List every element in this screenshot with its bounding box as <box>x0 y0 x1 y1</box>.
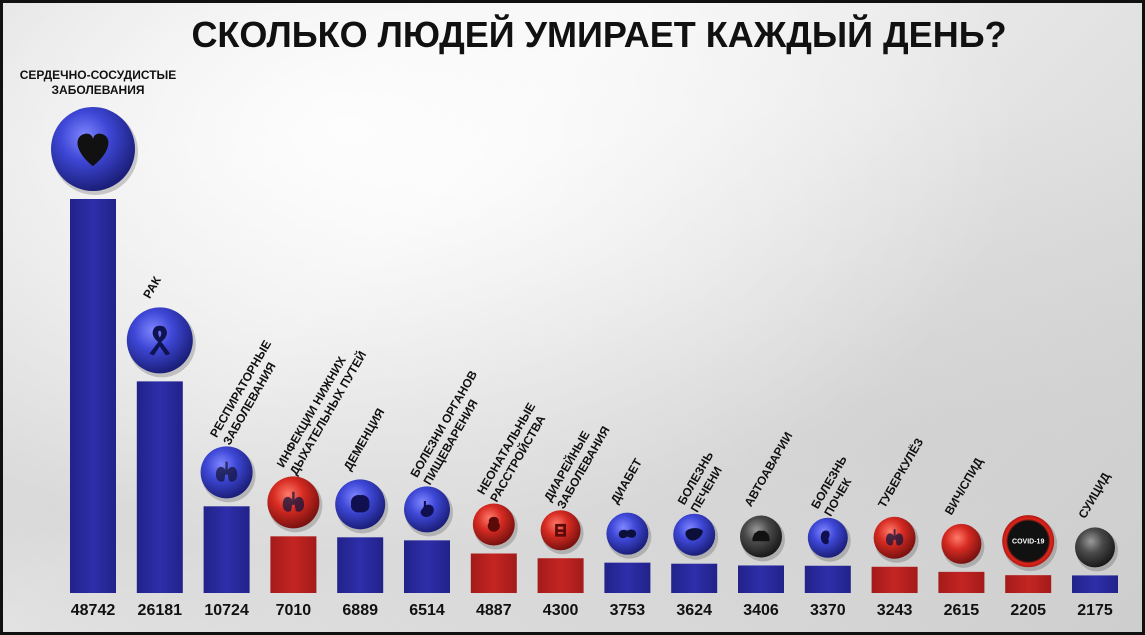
person-icon <box>1075 527 1118 572</box>
value-labels-group: 48742 26181 10724 7010 6889 6514 4887 4300 3753 3… <box>71 602 1113 619</box>
value-label-4: 6889 <box>342 602 378 619</box>
car-icon <box>740 515 785 562</box>
baby-icon <box>472 503 518 550</box>
category-label-12: ТУБЕРКУЛЁЗ <box>874 435 926 510</box>
stomach-icon <box>404 486 453 537</box>
value-label-12: 3243 <box>877 602 913 619</box>
bar-14 <box>1005 575 1052 593</box>
value-label-11: 3370 <box>810 602 846 619</box>
category-label-0: СЕРДЕЧНО-СОСУДИСТЫЕ ЗАБОЛЕВАНИЯ <box>20 68 177 97</box>
lungs-icon <box>873 516 919 563</box>
category-labels-group: СЕРДЕЧНО-СОСУДИСТЫЕ ЗАБОЛЕВАНИЯ РАК РЕСПИРА… <box>20 68 1113 521</box>
value-label-6: 4887 <box>476 602 512 619</box>
bar-0 <box>70 199 116 593</box>
lungs-icon <box>200 446 256 503</box>
value-label-14: 2205 <box>1010 602 1046 619</box>
bar-10 <box>738 565 784 593</box>
bar-15 <box>1072 575 1118 593</box>
category-label-9: БОЛЕЗНЬПЕЧЕНИ <box>675 449 730 515</box>
chart-canvas: СКОЛЬКО ЛЮДЕЙ УМИРАЕТ КАЖДЫЙ ДЕНЬ? COVID… <box>20 13 1118 619</box>
value-label-7: 4300 <box>543 602 579 619</box>
value-label-5: 6514 <box>409 602 445 619</box>
bar-12 <box>871 566 918 593</box>
covid-icon: COVID-19 <box>1002 515 1058 572</box>
category-label-2: РЕСПИРАТОРНЫЕЗАБОЛЕВАНИЯ <box>207 338 287 448</box>
chart-title: СКОЛЬКО ЛЮДЕЙ УМИРАЕТ КАЖДЫЙ ДЕНЬ? <box>191 13 1006 55</box>
kidney-icon <box>807 517 851 562</box>
bar-5 <box>404 540 450 593</box>
icons-group: COVID-19 <box>51 107 1118 572</box>
category-label-8: ДИАБЕТ <box>608 455 645 506</box>
bar-13 <box>938 571 985 593</box>
bar-6 <box>470 553 517 593</box>
bar-7 <box>537 558 584 593</box>
bar-4 <box>337 537 384 593</box>
ribbon-icon <box>126 307 196 378</box>
value-label-10: 3406 <box>743 602 779 619</box>
pancreas-icon <box>606 512 652 559</box>
virus-icon <box>941 523 985 568</box>
covid-icon-label: COVID-19 <box>1012 539 1044 546</box>
bar-8 <box>604 562 651 593</box>
heart-icon <box>51 107 138 195</box>
category-label-13: ВИЧ/СПИД <box>942 455 986 517</box>
bar-3 <box>270 536 317 593</box>
category-label-15: СУИЦИД <box>1075 470 1113 521</box>
value-label-1: 26181 <box>138 602 183 619</box>
category-label-11: БОЛЕЗНЬПОЧЕК <box>808 453 863 519</box>
value-label-2: 10724 <box>204 602 249 619</box>
category-label-5: БОЛЕЗНИ ОРГАНОВПИЩЕВАРЕНИЯ <box>407 368 493 488</box>
bars-group <box>70 199 1118 593</box>
value-label-0: 48742 <box>71 602 116 619</box>
value-label-9: 3624 <box>676 602 712 619</box>
value-label-3: 7010 <box>276 602 312 619</box>
bar-1 <box>136 381 183 593</box>
category-label-10: АВТОАВАРИИ <box>741 430 795 509</box>
category-label-1: РАК <box>140 273 164 300</box>
value-label-8: 3753 <box>610 602 646 619</box>
lungs-icon <box>267 476 323 533</box>
liver-icon <box>673 513 719 560</box>
value-label-13: 2615 <box>944 602 980 619</box>
bar-11 <box>804 565 851 593</box>
intestine-icon <box>540 510 584 555</box>
bar-9 <box>671 563 718 593</box>
brain-icon <box>335 479 389 534</box>
bar-2 <box>203 506 250 593</box>
category-label-7: ДИАРЕЙНЫЕЗАБОЛЕВАНИЯ <box>540 416 612 511</box>
value-label-15: 2175 <box>1077 602 1113 619</box>
category-label-4: ДЕМЕНЦИЯ <box>341 406 388 473</box>
category-label-6: НЕОНАТАЛЬНЫЕРАССТРОЙСТВА <box>474 400 551 504</box>
